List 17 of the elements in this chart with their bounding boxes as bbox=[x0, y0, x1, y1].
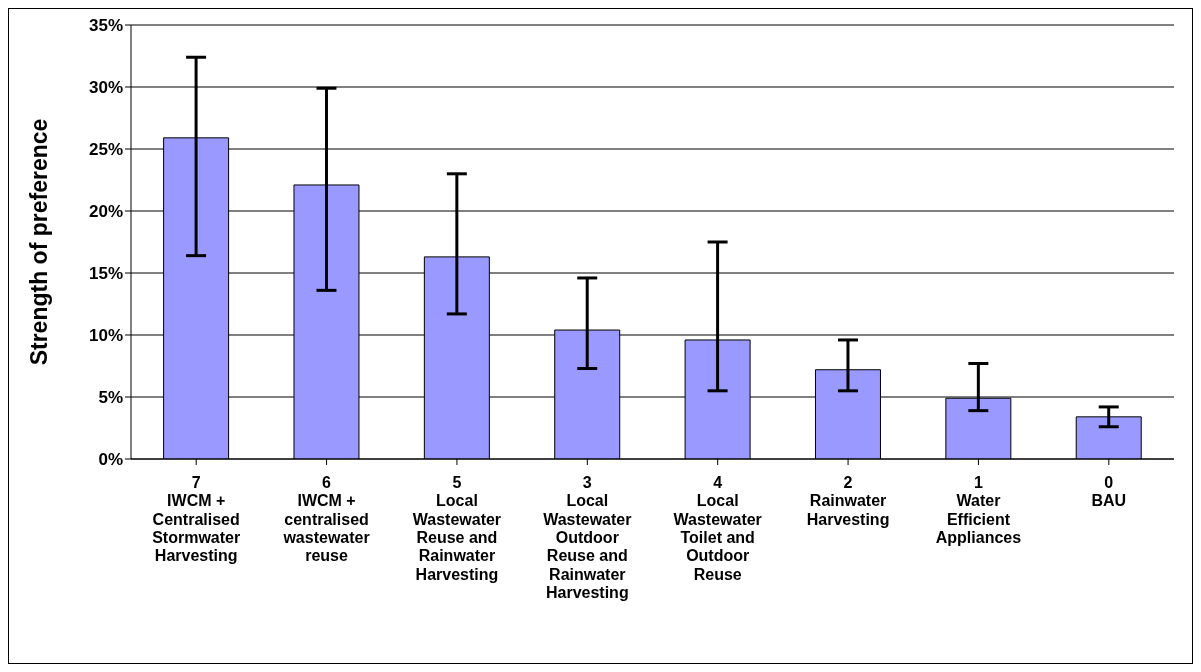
x-tick-label: 1 Water Efficient Appliances bbox=[935, 473, 1022, 546]
y-tick-label: 30% bbox=[88, 78, 123, 98]
x-tick-label: 0 BAU bbox=[1091, 473, 1127, 510]
x-tick-label: 2 Rainwater Harvesting bbox=[806, 473, 890, 528]
y-tick-label: 25% bbox=[88, 140, 123, 160]
x-tick-label: 3 Local Wastewater Outdoor Reuse and Rainwater Harvesting bbox=[543, 473, 632, 602]
x-tick-label: 5 Local Wastewater Reuse and Rainwater Harvesting bbox=[412, 473, 502, 583]
y-tick-label: 5% bbox=[98, 388, 123, 408]
y-tick-label: 15% bbox=[88, 264, 123, 284]
y-tick-label: 20% bbox=[88, 202, 123, 222]
x-tick-label: 7 IWCM + Centralised Stormwater Harvesting bbox=[152, 473, 241, 565]
x-tick-label: 6 IWCM + centralised wastewater reuse bbox=[282, 473, 370, 565]
y-tick-label: 10% bbox=[88, 326, 123, 346]
x-tick-label: 4 Local Wastewater Toilet and Outdoor Reuse bbox=[673, 473, 762, 583]
y-tick-label: 0% bbox=[98, 450, 123, 470]
y-tick-label: 35% bbox=[88, 16, 123, 36]
y-axis-title: Strength of preference bbox=[26, 118, 53, 366]
